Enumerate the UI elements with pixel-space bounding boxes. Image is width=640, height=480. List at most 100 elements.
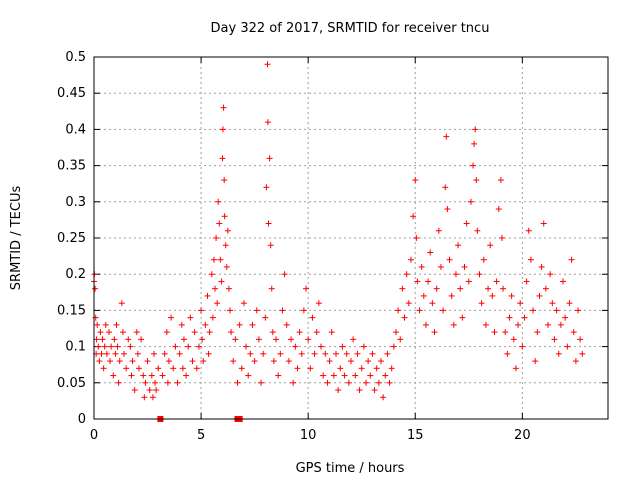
data-point — [322, 350, 329, 357]
data-point — [425, 278, 432, 285]
data-point — [230, 358, 237, 365]
y-tick-label: 0.45 — [57, 86, 86, 101]
data-point — [214, 300, 221, 307]
data-point — [270, 358, 277, 365]
x-tick-label: 0 — [90, 428, 98, 443]
data-point — [209, 314, 216, 321]
data-point — [343, 350, 350, 357]
data-point — [435, 227, 442, 234]
y-tick-label: 0.4 — [65, 122, 86, 137]
data-point — [129, 358, 136, 365]
data-point — [225, 285, 232, 292]
data-point — [418, 263, 425, 270]
data-point — [360, 343, 367, 350]
data-point — [330, 372, 337, 379]
data-point — [568, 256, 575, 263]
data-point — [498, 235, 505, 241]
data-point — [542, 285, 549, 292]
data-point — [249, 321, 256, 328]
data-point — [551, 336, 558, 343]
data-point — [110, 372, 117, 379]
data-point — [497, 177, 504, 184]
data-point — [273, 336, 280, 343]
data-points — [91, 61, 586, 401]
data-point — [127, 343, 134, 350]
data-point — [123, 365, 130, 372]
data-point — [223, 263, 230, 270]
data-point — [174, 379, 181, 386]
data-point — [345, 379, 352, 386]
data-point — [577, 336, 584, 343]
data-point — [200, 358, 207, 365]
data-point — [495, 206, 502, 213]
data-point — [215, 198, 222, 205]
data-point — [193, 365, 200, 372]
data-point — [369, 350, 376, 357]
data-point — [517, 300, 524, 307]
data-point — [324, 379, 331, 386]
data-point — [318, 343, 325, 350]
data-point — [247, 350, 254, 357]
data-point — [103, 350, 110, 357]
data-point — [279, 307, 286, 314]
data-point — [266, 155, 273, 162]
data-point — [100, 365, 107, 372]
data-point — [433, 285, 440, 292]
data-point — [234, 379, 241, 386]
data-point — [176, 350, 183, 357]
data-point — [467, 198, 474, 205]
data-point — [283, 321, 290, 328]
data-point — [210, 256, 217, 263]
data-point — [512, 365, 519, 372]
y-tick-label: 0.5 — [65, 50, 86, 65]
data-point — [440, 307, 447, 314]
data-point — [296, 329, 303, 336]
data-point — [572, 358, 579, 365]
data-point — [500, 285, 507, 292]
data-point — [371, 387, 378, 394]
y-tick-label: 0.25 — [57, 231, 86, 246]
data-point — [149, 394, 156, 401]
data-point — [335, 387, 342, 394]
data-point — [219, 126, 226, 133]
data-point — [105, 329, 112, 336]
data-point — [532, 358, 539, 365]
data-point — [538, 263, 545, 270]
data-point — [120, 350, 127, 357]
data-point — [243, 343, 250, 350]
data-point — [362, 379, 369, 386]
data-point — [461, 263, 468, 270]
data-point — [442, 184, 449, 191]
data-point — [560, 278, 567, 285]
data-point — [553, 307, 560, 314]
data-point — [420, 292, 427, 299]
data-point — [429, 300, 436, 307]
data-point — [107, 358, 114, 365]
data-point — [300, 307, 307, 314]
data-point — [269, 329, 276, 336]
data-point — [128, 372, 135, 379]
data-point — [268, 285, 275, 292]
y-tick-label: 0.1 — [65, 340, 86, 355]
data-point — [356, 387, 363, 394]
data-point — [185, 343, 192, 350]
data-point — [96, 358, 103, 365]
data-point — [422, 321, 429, 328]
data-point — [213, 235, 220, 241]
chart-title: Day 322 of 2017, SRMTID for receiver tnc… — [211, 21, 490, 36]
y-tick-label: 0.3 — [65, 195, 86, 210]
data-point — [135, 365, 142, 372]
data-point — [515, 321, 522, 328]
data-point — [260, 350, 267, 357]
data-point — [116, 358, 123, 365]
data-point — [482, 321, 489, 328]
data-point — [534, 329, 541, 336]
data-point — [303, 285, 310, 292]
data-point — [562, 314, 569, 321]
data-point — [311, 350, 318, 357]
data-point — [146, 387, 153, 394]
data-point — [172, 343, 179, 350]
data-point — [386, 379, 393, 386]
data-point — [236, 321, 243, 328]
data-point — [480, 256, 487, 263]
